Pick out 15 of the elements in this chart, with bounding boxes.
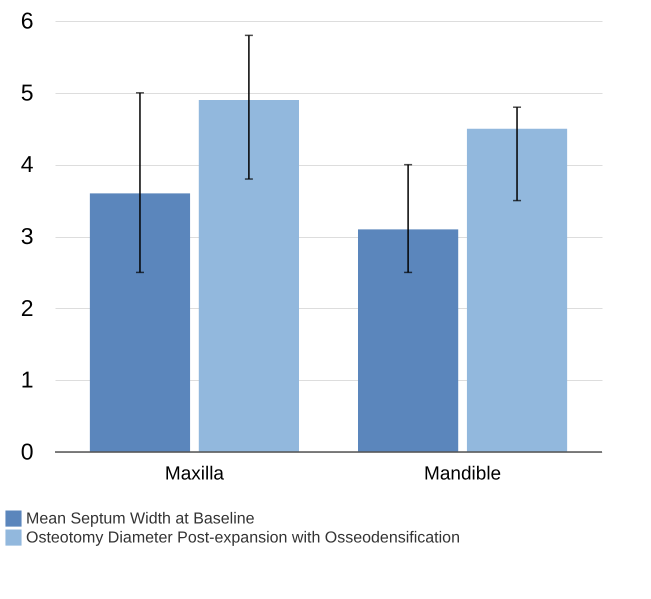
bar xyxy=(358,229,458,452)
legend-label: Mean Septum Width at Baseline xyxy=(26,510,255,528)
x-tick-label: Mandible xyxy=(424,464,502,484)
y-tick-label: 1 xyxy=(20,366,34,393)
y-tick-label: 4 xyxy=(20,151,34,178)
bar xyxy=(466,128,568,452)
bar xyxy=(198,100,300,452)
y-tick-label: 5 xyxy=(20,79,34,106)
x-tick-label: Maxilla xyxy=(164,464,224,484)
y-tick-label: 0 xyxy=(20,438,34,464)
legend-label: Osteotomy Diameter Post-expansion with Osseodensification xyxy=(26,530,460,546)
bar xyxy=(90,193,190,452)
y-tick-label: 3 xyxy=(20,223,34,249)
y-tick-label: 2 xyxy=(20,294,34,321)
y-tick-label: 6 xyxy=(20,8,34,34)
